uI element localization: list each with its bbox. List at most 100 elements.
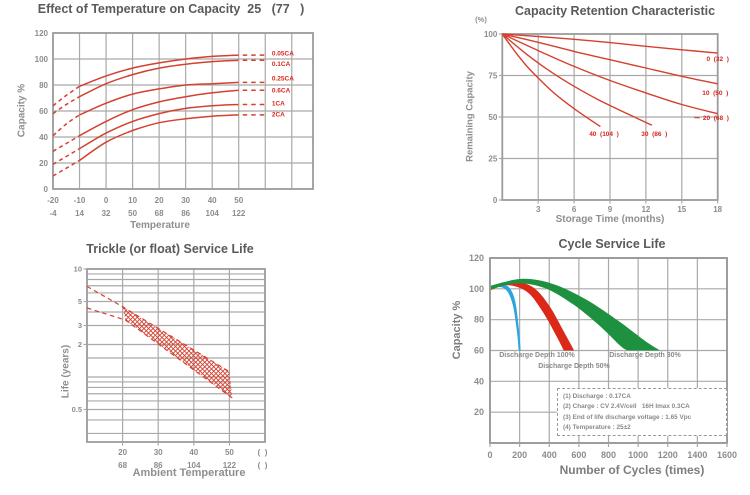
x-tick-label: 12 xyxy=(641,205,650,214)
retention-series: 0 (32 ) xyxy=(502,33,729,63)
curve-solid xyxy=(79,114,239,162)
x-tick-fahrenheit: 50 xyxy=(128,209,137,218)
curve-dashed-start xyxy=(52,96,80,115)
x-tick-celsius: 50 xyxy=(225,448,234,457)
curve-label: 40 (104 ) xyxy=(589,131,619,138)
plot-border xyxy=(52,32,314,190)
x-unit-placeholder-fahrenheit: ( ) xyxy=(258,461,268,470)
y-tick-label: 120 xyxy=(469,253,484,263)
curve-solid xyxy=(79,81,239,116)
x-tick-fahrenheit: 122 xyxy=(232,209,246,218)
y-tick-label: 10 xyxy=(74,265,82,274)
x-tick-fahrenheit: 86 xyxy=(154,461,163,470)
retention-series: 30 (86 ) xyxy=(501,33,667,138)
chart1-xlabel: Temperature xyxy=(130,220,190,231)
chart3-title: Trickle (or float) Service Life xyxy=(86,242,254,256)
chart4-title: Cycle Service Life xyxy=(558,237,666,251)
x-tick-label: 600 xyxy=(571,450,586,460)
curve-dashed-start xyxy=(52,159,80,177)
chart2-xlabel: Storage Time (months) xyxy=(555,214,665,225)
curve-solid xyxy=(501,33,653,126)
chart1-title: Effect of Temperature on Capacity 25 (77… xyxy=(37,2,305,16)
chart3-xlabel: Ambient Temperature xyxy=(132,467,246,479)
retention-series: 40 (104 ) xyxy=(501,33,619,138)
x-tick-fahrenheit: 68 xyxy=(118,461,127,470)
band-band_blue xyxy=(490,284,521,351)
y-tick-label: 100 xyxy=(484,30,498,39)
series-0.05CA: 0.05CA xyxy=(52,50,294,107)
x-tick-label: 0 xyxy=(487,450,492,460)
y-tick-label: 120 xyxy=(35,29,49,38)
note-line-4: (4) Temperature : 25±2 xyxy=(563,424,631,432)
x-tick-fahrenheit: 122 xyxy=(223,461,237,470)
x-tick-fahrenheit: 14 xyxy=(75,209,84,218)
grid xyxy=(87,269,265,442)
curve-label: 10 (50 ) xyxy=(702,90,728,97)
x-tick-label: 1200 xyxy=(658,450,678,460)
y-tick-label: 0.5 xyxy=(72,405,82,414)
curve-solid xyxy=(502,33,718,85)
x-tick-fahrenheit: -4 xyxy=(49,209,57,218)
plot-border xyxy=(86,268,266,443)
y-tick-label: 80 xyxy=(474,315,484,325)
discharge-depth-100-label: Discharge Depth 100% xyxy=(499,352,575,359)
y-tick-label: 100 xyxy=(469,284,484,294)
x-tick-label: 15 xyxy=(677,205,686,214)
y-tick-label: 3 xyxy=(78,321,82,330)
curve-label: 30 (86 ) xyxy=(641,131,667,138)
y-tick-label: 20 xyxy=(474,407,484,417)
x-tick-label: 6 xyxy=(572,205,577,214)
curve-solid xyxy=(79,59,239,98)
curve-dashed-start xyxy=(52,135,80,152)
discharge-depth-30-label: Discharge Depth 30% xyxy=(609,352,681,359)
y-tick-label: 25 xyxy=(488,154,497,163)
curve-dashed-start xyxy=(52,148,80,165)
hatched-band xyxy=(122,306,233,398)
curve-solid xyxy=(502,33,718,54)
series-0.6CA: 0.6CA xyxy=(52,87,291,152)
x-tick-label: 18 xyxy=(713,205,722,214)
note-line-3: (3) End of life discharge voltage : 1.65… xyxy=(563,413,692,421)
x-tick-label: 3 xyxy=(536,205,541,214)
x-tick-celsius: 30 xyxy=(154,448,163,457)
y-tick-label: 20 xyxy=(39,159,48,168)
x-tick-label: 400 xyxy=(542,450,557,460)
x-tick-celsius: 40 xyxy=(189,448,198,457)
x-tick-celsius: 30 xyxy=(181,196,190,205)
curve-solid xyxy=(79,103,239,150)
series-0.1CA: 0.1CA xyxy=(52,59,291,115)
chart-retention-svg: 3 6 9 12 15 18 0 25 50 75 100 0 (32 ) 10 (50 ) 20 (68… xyxy=(484,30,729,214)
x-tick-celsius: -20 xyxy=(47,196,59,205)
x-tick-celsius: -10 xyxy=(74,196,86,205)
y-tick-label: 80 xyxy=(39,81,48,90)
x-tick-celsius: 20 xyxy=(118,448,127,457)
curve-label: 1CA xyxy=(272,100,285,107)
x-tick-label: 1400 xyxy=(687,450,707,460)
band-band_red xyxy=(490,281,575,351)
curve-dashed-start xyxy=(52,114,80,137)
curve-solid xyxy=(79,54,239,88)
series-2CA: 2CA xyxy=(52,111,285,177)
curve-solid xyxy=(79,89,239,137)
chart1-ylabel: Capacity % xyxy=(16,83,28,138)
retention-series: 20 (68 ) xyxy=(502,33,729,122)
y-tick-label: 60 xyxy=(39,107,48,116)
y-tick-label: 5 xyxy=(78,297,82,306)
y-tick-label: 0 xyxy=(44,185,49,194)
y-tick-label: 40 xyxy=(39,133,48,142)
chart-cycle-life-svg: 0 200 400 600 800 1000 1200 1400 1600 20 40 60 80 100… xyxy=(469,253,737,460)
band-boundary-dashed xyxy=(86,285,230,373)
x-tick-celsius: 20 xyxy=(155,196,164,205)
curve-label: 20 (68 ) xyxy=(703,115,729,122)
x-tick-fahrenheit: 104 xyxy=(187,461,201,470)
y-tick-label: 0 xyxy=(493,196,498,205)
grid xyxy=(53,33,313,189)
curve-label: 0 (32 ) xyxy=(706,56,728,63)
curve-label: 0.1CA xyxy=(272,61,291,68)
chart2-y-unit: (%) xyxy=(475,15,487,24)
y-tick-label: 75 xyxy=(488,71,497,80)
band-boundary-dashed xyxy=(86,307,233,399)
discharge-depth-50-label: Discharge Depth 50% xyxy=(538,363,610,370)
curve-label: 0.05CA xyxy=(272,50,294,57)
chart4-xlabel: Number of Cycles (times) xyxy=(559,463,705,477)
